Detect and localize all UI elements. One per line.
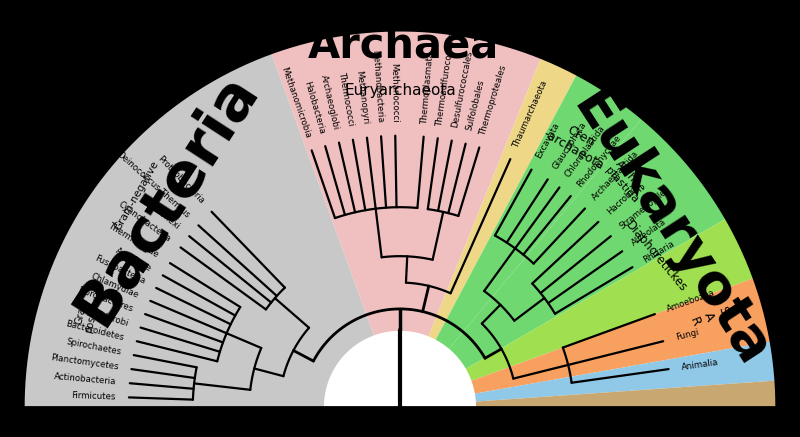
Polygon shape xyxy=(466,218,754,381)
Text: Thermotogae: Thermotogae xyxy=(107,222,161,260)
Polygon shape xyxy=(435,74,642,349)
Text: Animalia: Animalia xyxy=(681,357,719,372)
Text: Desulfurococcales: Desulfurococcales xyxy=(450,50,474,128)
Text: Sulfolobales: Sulfolobales xyxy=(465,79,486,132)
Text: Proteobacteria: Proteobacteria xyxy=(155,154,206,205)
Text: Euryarchaeota: Euryarchaeota xyxy=(344,83,456,98)
Text: Thermococci: Thermococci xyxy=(337,72,355,128)
Text: Thermoplasmata: Thermoplasmata xyxy=(420,50,436,124)
Text: Hacrobia: Hacrobia xyxy=(605,184,639,216)
Polygon shape xyxy=(428,58,577,340)
Text: Firmicutes: Firmicutes xyxy=(71,391,116,402)
Text: Gram
positive: Gram positive xyxy=(72,291,102,334)
Polygon shape xyxy=(466,218,754,381)
Text: Glaucophyta: Glaucophyta xyxy=(551,120,589,171)
Text: S
A
R: S A R xyxy=(687,304,730,329)
Polygon shape xyxy=(449,118,726,369)
Text: Excavata: Excavata xyxy=(534,121,561,160)
Polygon shape xyxy=(325,332,475,407)
Text: Halobacteria: Halobacteria xyxy=(302,80,326,135)
Text: Eukaryota: Eukaryota xyxy=(562,82,780,378)
Text: Planctomycetes: Planctomycetes xyxy=(50,353,119,372)
Text: Thermosulfurococcales: Thermosulfurococcales xyxy=(435,26,458,126)
Text: Rhodophyceae: Rhodophyceae xyxy=(575,133,623,189)
Text: Thermoproteales: Thermoproteales xyxy=(479,63,509,136)
Polygon shape xyxy=(474,341,776,402)
Text: Methanomicrobia: Methanomicrobia xyxy=(278,66,312,139)
Text: Archaea: Archaea xyxy=(308,24,499,66)
Polygon shape xyxy=(271,30,541,337)
Text: Deinococcus-Thermus: Deinococcus-Thermus xyxy=(115,150,192,220)
Text: Thaumarchaeota: Thaumarchaeota xyxy=(511,78,550,149)
Polygon shape xyxy=(435,74,642,349)
Text: Spirochaetes: Spirochaetes xyxy=(65,337,122,357)
Text: Diaphoretickes: Diaphoretickes xyxy=(623,218,690,294)
Polygon shape xyxy=(23,30,777,407)
Text: Archaeoglobi: Archaeoglobi xyxy=(319,74,341,131)
Polygon shape xyxy=(449,118,726,369)
Text: Aquificae: Aquificae xyxy=(114,246,154,273)
Text: Bacteria: Bacteria xyxy=(64,63,270,336)
Text: Chlamydiae: Chlamydiae xyxy=(90,272,140,300)
Polygon shape xyxy=(475,381,777,407)
Polygon shape xyxy=(271,30,541,337)
Text: Fusobacteria: Fusobacteria xyxy=(93,254,146,286)
Text: Archaeplastida: Archaeplastida xyxy=(590,149,641,202)
Text: Chloroflexi: Chloroflexi xyxy=(141,195,182,231)
Text: Stramenopiles: Stramenopiles xyxy=(618,185,672,231)
Text: Methanobacteria: Methanobacteria xyxy=(370,50,385,123)
Text: Gram-negative: Gram-negative xyxy=(112,160,160,232)
Text: Fungi: Fungi xyxy=(675,328,700,343)
Text: Bacteroidetes: Bacteroidetes xyxy=(65,319,125,343)
Text: Amoebozoa: Amoebozoa xyxy=(666,288,716,314)
Text: Methanococci: Methanococci xyxy=(390,63,399,122)
Text: Alveolata: Alveolata xyxy=(630,217,669,247)
Text: Cren
-archaeota: Cren -archaeota xyxy=(541,114,614,172)
Text: Cyanobacteria: Cyanobacteria xyxy=(117,199,173,243)
Polygon shape xyxy=(23,53,374,407)
Text: Chlorobi: Chlorobi xyxy=(93,309,130,328)
Text: Methanopyri: Methanopyri xyxy=(354,70,370,125)
Polygon shape xyxy=(471,278,771,394)
Text: Rhizaria: Rhizaria xyxy=(642,239,676,264)
Polygon shape xyxy=(475,381,777,407)
Polygon shape xyxy=(471,278,771,394)
Text: Archae
plastida: Archae plastida xyxy=(603,157,649,205)
Polygon shape xyxy=(23,53,374,407)
Text: Fibrobacteres: Fibrobacteres xyxy=(77,285,134,314)
Polygon shape xyxy=(428,58,577,340)
Text: Chloroplastida: Chloroplastida xyxy=(563,124,607,180)
Polygon shape xyxy=(474,341,776,402)
Polygon shape xyxy=(0,407,800,437)
Text: Actinobacteria: Actinobacteria xyxy=(54,372,117,387)
